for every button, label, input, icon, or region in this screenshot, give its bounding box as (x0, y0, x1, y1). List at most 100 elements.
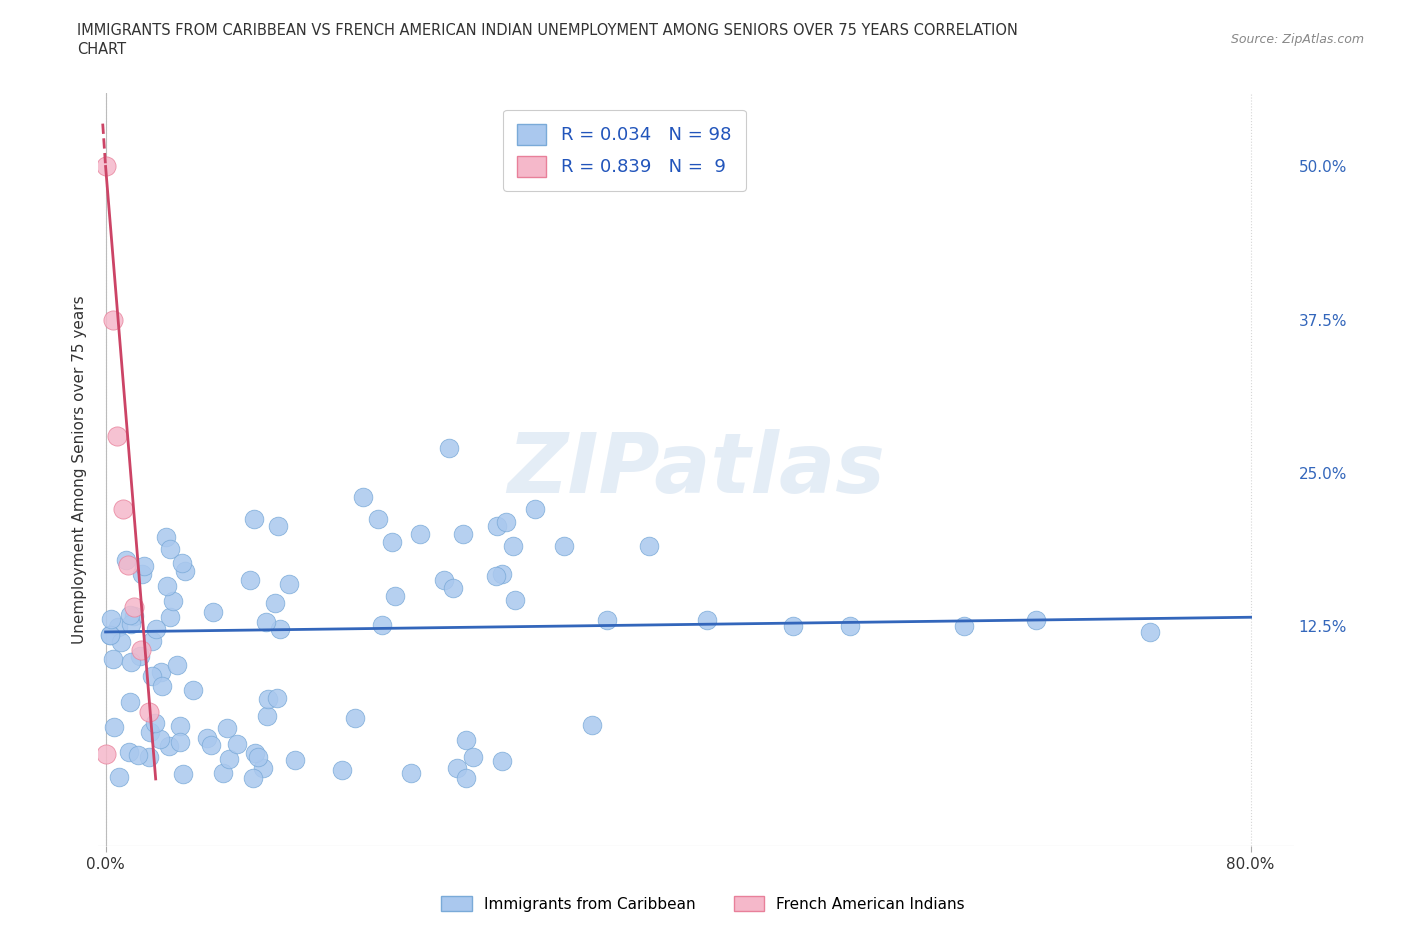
Point (254, 615, 277, 630)
Point (141, 633, 163, 648)
Point (138, 704, 160, 719)
Point (454, 732, 477, 747)
Point (238, 572, 260, 587)
Point (381, 535, 404, 550)
Point (155, 530, 177, 545)
Point (94, 747, 117, 762)
Point (638, 538, 661, 553)
Point (100, 628, 122, 643)
Point (212, 765, 235, 780)
Point (120, 695, 142, 710)
Point (453, 526, 475, 541)
Text: CHART: CHART (77, 42, 127, 57)
Point (195, 730, 218, 745)
Point (352, 490, 374, 505)
Point (143, 716, 166, 731)
Point (139, 724, 162, 739)
Point (278, 577, 301, 591)
Point (1025, 612, 1047, 627)
Point (129, 648, 152, 663)
Point (269, 621, 291, 636)
Point (446, 761, 468, 776)
Point (595, 612, 617, 627)
Point (162, 593, 184, 608)
Point (256, 709, 278, 724)
Point (145, 621, 167, 636)
Point (266, 691, 288, 706)
Point (523, 502, 546, 517)
Point (581, 718, 603, 733)
Point (242, 512, 264, 526)
Point (166, 658, 188, 672)
Point (503, 592, 526, 607)
Point (107, 620, 129, 635)
Text: ZIPatlas: ZIPatlas (508, 429, 884, 511)
Point (172, 555, 194, 570)
Point (134, 558, 156, 573)
Point (491, 753, 513, 768)
Point (553, 538, 575, 553)
Point (242, 770, 264, 785)
Point (172, 766, 194, 781)
Point (217, 721, 239, 736)
Point (367, 512, 389, 526)
Legend: Immigrants from Caribbean, French American Indians: Immigrants from Caribbean, French Americ… (434, 889, 972, 918)
Point (120, 617, 142, 631)
Point (502, 538, 524, 553)
Point (157, 739, 180, 754)
Point (118, 744, 141, 759)
Point (384, 589, 406, 604)
Point (330, 763, 353, 777)
Point (495, 514, 517, 529)
Point (100, 611, 122, 626)
Point (409, 526, 432, 541)
Point (169, 735, 191, 750)
Point (264, 596, 287, 611)
Point (401, 765, 423, 780)
Point (437, 441, 460, 456)
Point (485, 569, 508, 584)
Point (218, 751, 240, 766)
Point (782, 618, 804, 633)
Point (120, 655, 142, 670)
Point (371, 618, 394, 632)
Point (433, 573, 456, 588)
Point (226, 736, 249, 751)
Point (156, 578, 179, 593)
Point (110, 635, 132, 650)
Point (108, 769, 131, 784)
Point (267, 519, 290, 534)
Point (159, 610, 181, 625)
Point (169, 718, 191, 733)
Point (122, 608, 145, 623)
Point (105, 429, 128, 444)
Point (115, 552, 138, 567)
Point (149, 664, 172, 679)
Point (181, 683, 204, 698)
Point (202, 604, 225, 619)
Point (200, 737, 222, 752)
Point (441, 580, 464, 595)
Point (103, 720, 125, 735)
Point (284, 752, 307, 767)
Point (111, 502, 134, 517)
Point (101, 312, 124, 327)
Point (257, 692, 280, 707)
Point (246, 750, 269, 764)
Point (149, 732, 172, 747)
Point (344, 711, 367, 725)
Point (454, 770, 477, 785)
Point (461, 750, 484, 764)
Point (101, 651, 124, 666)
Point (117, 557, 139, 572)
Point (94, 159, 117, 174)
Point (138, 750, 160, 764)
Point (159, 542, 181, 557)
Point (243, 746, 266, 761)
Legend: R = 0.034   N = 98, R = 0.839   N =  9: R = 0.034 N = 98, R = 0.839 N = 9 (503, 110, 745, 191)
Point (696, 612, 718, 627)
Point (150, 679, 173, 694)
Point (131, 566, 153, 581)
Point (1139, 625, 1161, 640)
Point (98, 628, 121, 643)
